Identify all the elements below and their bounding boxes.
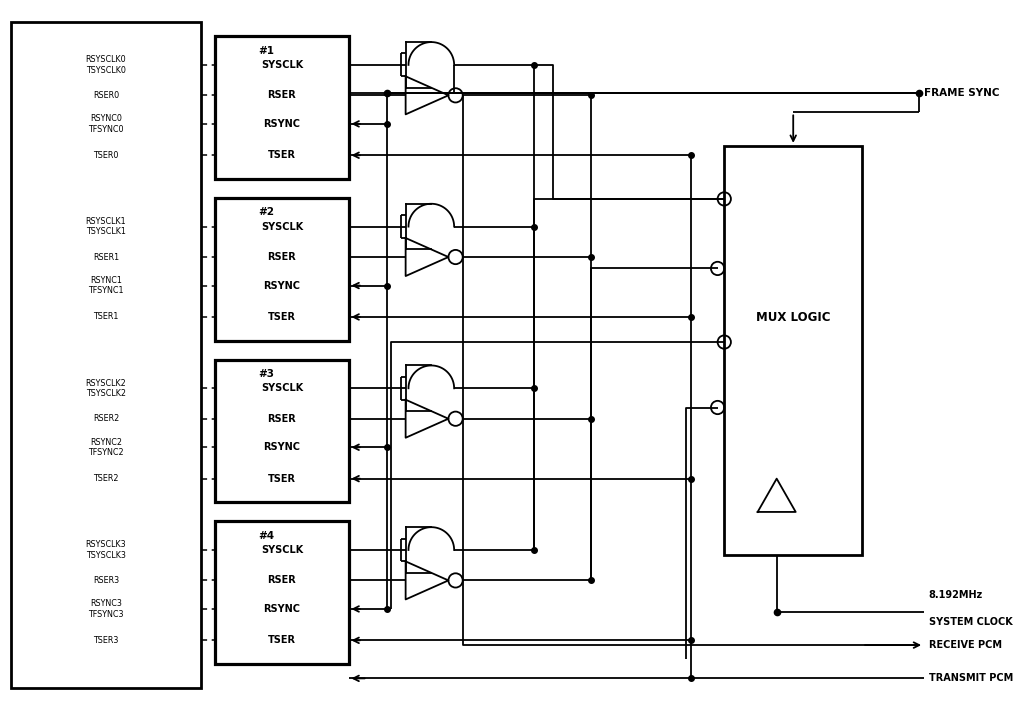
Text: #1: #1 <box>258 45 274 55</box>
Text: TRANSMIT PCM: TRANSMIT PCM <box>928 673 1012 684</box>
Text: #3: #3 <box>258 369 274 379</box>
Text: #4: #4 <box>258 530 274 541</box>
Bar <box>215 36 348 179</box>
Text: RSYSCLK0
TSYSCLK0: RSYSCLK0 TSYSCLK0 <box>86 55 126 75</box>
Text: SYSCLK: SYSCLK <box>261 222 303 231</box>
Bar <box>215 521 348 664</box>
Text: TSER3: TSER3 <box>93 636 118 645</box>
Text: RSER: RSER <box>267 252 297 262</box>
Text: TSER2: TSER2 <box>93 474 118 483</box>
Text: #2: #2 <box>258 207 274 217</box>
Text: RSYNC: RSYNC <box>263 119 301 129</box>
Text: MUX LOGIC: MUX LOGIC <box>755 311 829 324</box>
Text: RSYNC1
TFSYNC1: RSYNC1 TFSYNC1 <box>89 276 123 295</box>
Text: RSER2: RSER2 <box>93 414 119 423</box>
Text: SYSCLK: SYSCLK <box>261 60 303 70</box>
Text: RSYNC: RSYNC <box>263 604 301 614</box>
Text: TSER1: TSER1 <box>93 312 118 322</box>
Text: TSER: TSER <box>268 474 296 484</box>
Text: FRAME SYNC: FRAME SYNC <box>923 89 999 99</box>
Text: 8.192MHz: 8.192MHz <box>928 591 982 601</box>
Bar <box>11 22 201 688</box>
Text: RSER1: RSER1 <box>93 253 119 261</box>
Text: TSER: TSER <box>268 312 296 322</box>
Text: SYSTEM CLOCK: SYSTEM CLOCK <box>928 616 1012 626</box>
Text: RSER0: RSER0 <box>93 91 119 100</box>
Text: TSER: TSER <box>268 151 296 160</box>
Text: RSYSCLK2
TSYSCLK2: RSYSCLK2 TSYSCLK2 <box>86 378 126 398</box>
Bar <box>215 198 348 341</box>
Text: RSYNC: RSYNC <box>263 280 301 290</box>
Text: RSER: RSER <box>267 90 297 100</box>
Text: TSER0: TSER0 <box>93 151 118 160</box>
Text: RSER: RSER <box>267 575 297 586</box>
Text: RSYNC2
TFSYNC2: RSYNC2 TFSYNC2 <box>88 437 123 457</box>
Text: RSYSCLK1
TSYSCLK1: RSYSCLK1 TSYSCLK1 <box>86 217 126 236</box>
Text: RSYSCLK3
TSYSCLK3: RSYSCLK3 TSYSCLK3 <box>86 540 126 559</box>
Text: RSYNC3
TFSYNC3: RSYNC3 TFSYNC3 <box>89 599 123 618</box>
Text: RECEIVE PCM: RECEIVE PCM <box>928 640 1001 650</box>
Text: SYSCLK: SYSCLK <box>261 383 303 393</box>
Text: RSYNC0
TFSYNC0: RSYNC0 TFSYNC0 <box>89 114 123 133</box>
Bar <box>723 146 861 555</box>
Text: RSER: RSER <box>267 414 297 424</box>
Text: TSER: TSER <box>268 635 296 645</box>
Bar <box>215 360 348 503</box>
Text: SYSCLK: SYSCLK <box>261 545 303 555</box>
Text: RSYNC: RSYNC <box>263 442 301 452</box>
Text: RSER3: RSER3 <box>93 576 119 585</box>
